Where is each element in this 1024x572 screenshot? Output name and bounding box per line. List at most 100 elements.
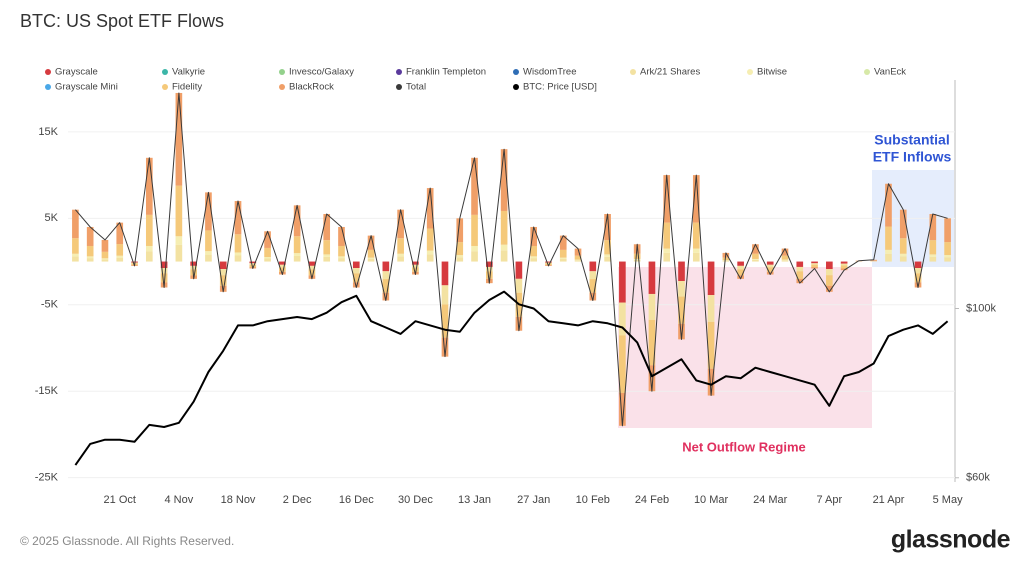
- bar: [663, 253, 670, 262]
- bar: [944, 242, 951, 255]
- bar: [619, 335, 626, 392]
- bar: [560, 250, 567, 258]
- bar: [530, 246, 537, 256]
- bar: [767, 265, 774, 268]
- bar: [442, 262, 449, 286]
- bar: [826, 262, 833, 270]
- bar: [589, 271, 596, 279]
- bar: [604, 254, 611, 256]
- bar: [634, 260, 641, 262]
- bar: [782, 260, 789, 261]
- bar: [87, 256, 94, 258]
- bar: [456, 257, 463, 261]
- legend-marker: [162, 69, 168, 75]
- bar: [146, 251, 153, 261]
- legend-marker: [279, 69, 285, 75]
- bar: [752, 259, 759, 260]
- bar: [560, 258, 567, 259]
- bar: [782, 260, 789, 261]
- bar: [796, 262, 803, 267]
- bar: [516, 279, 523, 293]
- bar: [811, 262, 818, 264]
- bar: [841, 265, 848, 268]
- bar: [841, 264, 848, 266]
- legend-label: BTC: Price [USD]: [523, 82, 597, 93]
- bar: [900, 238, 907, 254]
- y-tick-label: -15K: [35, 385, 59, 397]
- x-tick-label: 21 Apr: [873, 494, 905, 506]
- bar: [885, 250, 892, 254]
- bar: [885, 227, 892, 250]
- bar: [116, 258, 123, 262]
- bar: [176, 245, 183, 262]
- bar: [383, 262, 390, 272]
- bar: [205, 251, 212, 254]
- legend-marker: [45, 84, 51, 90]
- bar: [782, 256, 789, 260]
- y2-tick-label: $60k: [966, 472, 990, 484]
- bar: [944, 255, 951, 257]
- bar: [323, 214, 330, 240]
- bar: [176, 186, 183, 237]
- bar: [915, 268, 922, 273]
- bar: [294, 256, 301, 262]
- bar: [235, 234, 242, 252]
- bar: [338, 258, 345, 261]
- bar: [752, 260, 759, 262]
- bar: [146, 215, 153, 246]
- bar: [323, 254, 330, 256]
- bar: [264, 257, 271, 259]
- legend-label: Ark/21 Shares: [640, 67, 700, 78]
- bar: [368, 259, 375, 262]
- bar: [870, 261, 877, 262]
- bar: [87, 258, 94, 261]
- bar: [944, 257, 951, 261]
- bar: [368, 250, 375, 258]
- bar: [368, 258, 375, 259]
- bar: [944, 218, 951, 242]
- legend-marker: [396, 84, 402, 90]
- legend-marker: [513, 84, 519, 90]
- bar: [116, 244, 123, 256]
- bar: [737, 266, 744, 269]
- bar: [102, 259, 109, 261]
- x-tick-label: 21 Oct: [104, 494, 136, 506]
- legend-label: Grayscale Mini: [55, 82, 118, 93]
- legend-marker: [513, 69, 519, 75]
- x-tick-label: 4 Nov: [165, 494, 194, 506]
- bar: [383, 271, 390, 279]
- footer: © 2025 Glassnode. All Rights Reserved.: [20, 534, 234, 548]
- y-tick-label: 5K: [45, 212, 59, 224]
- x-tick-label: 24 Mar: [753, 494, 788, 506]
- legend-label: Valkyrie: [172, 67, 205, 78]
- bar: [826, 269, 833, 275]
- bar: [752, 254, 759, 259]
- bar: [397, 254, 404, 257]
- bar: [264, 231, 271, 248]
- bar: [560, 259, 567, 262]
- bar: [649, 262, 656, 294]
- bar: [102, 240, 109, 252]
- bar: [530, 258, 537, 261]
- y-tick-label: 15K: [38, 126, 58, 138]
- legend-marker: [162, 84, 168, 90]
- bar: [427, 251, 434, 255]
- bar: [116, 256, 123, 258]
- bar: [353, 268, 360, 273]
- legend-label: Total: [406, 82, 426, 93]
- bar: [900, 254, 907, 257]
- bar: [663, 223, 670, 249]
- outflow-region: [618, 267, 872, 428]
- bar: [146, 246, 153, 251]
- bar: [811, 265, 818, 267]
- bar: [412, 267, 419, 272]
- legend-marker: [396, 69, 402, 75]
- bar: [693, 253, 700, 262]
- bar: [486, 271, 493, 279]
- bar: [294, 253, 301, 256]
- legend-marker: [864, 69, 870, 75]
- bar: [294, 205, 301, 236]
- bar: [397, 256, 404, 261]
- x-tick-label: 10 Mar: [694, 494, 729, 506]
